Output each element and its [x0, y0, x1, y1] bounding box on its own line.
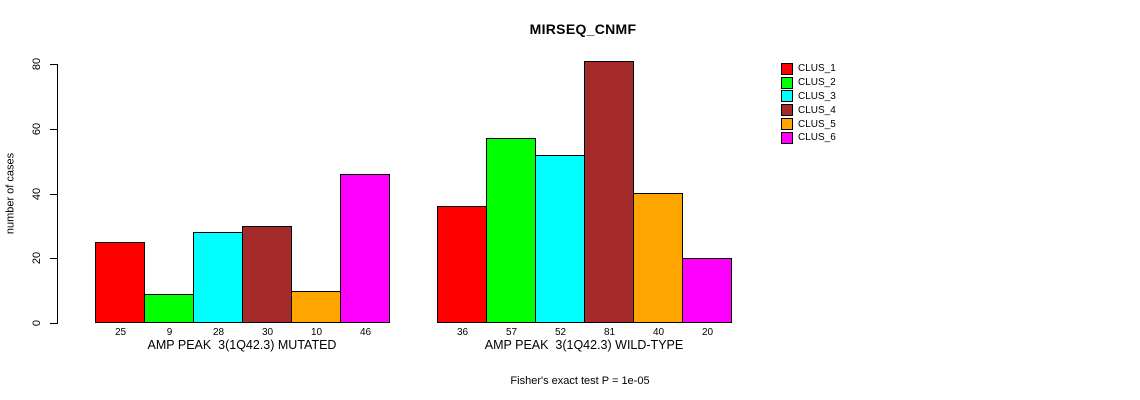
- legend-label-clus_5: CLUS_5: [798, 118, 836, 130]
- legend-swatch-clus_1: [781, 62, 793, 75]
- legend-label-clus_4: CLUS_4: [798, 104, 836, 116]
- legend-item-clus_5: CLUS_5: [781, 117, 836, 131]
- legend-swatch-clus_6: [781, 131, 793, 144]
- legend-item-clus_1: CLUS_1: [781, 62, 836, 76]
- y-tick-label-80: 80: [31, 57, 43, 71]
- y-tick-mark-20: [50, 258, 57, 259]
- y-tick-label-40: 40: [31, 187, 43, 201]
- legend-label-clus_2: CLUS_2: [798, 77, 836, 89]
- legend-label-clus_3: CLUS_3: [798, 90, 836, 102]
- bar-value-label-clus_5-group2: 40: [652, 327, 665, 338]
- legend-swatch-clus_4: [781, 104, 793, 117]
- bar-clus_5-group1: [291, 291, 341, 323]
- bar-value-label-clus_5-group1: 10: [310, 327, 323, 338]
- y-tick-label-0: 0: [31, 319, 43, 327]
- bar-clus_3-group1: [193, 232, 243, 323]
- group-label-1: AMP PEAK 3(1Q42.3) MUTATED: [147, 338, 337, 352]
- y-tick-mark-0: [50, 323, 57, 324]
- bar-value-label-clus_2-group2: 57: [505, 327, 518, 338]
- bar-clus_2-group2: [486, 138, 536, 323]
- footnote-pvalue: Fisher's exact test P = 1e-05: [510, 375, 650, 387]
- legend-swatch-clus_3: [781, 90, 793, 103]
- bar-clus_1-group2: [437, 206, 487, 323]
- bar-clus_4-group2: [584, 61, 634, 323]
- legend-swatch-clus_5: [781, 118, 793, 131]
- bar-clus_1-group1: [95, 242, 145, 323]
- bar-value-label-clus_3-group2: 52: [554, 327, 567, 338]
- y-axis-title: number of cases: [4, 152, 17, 235]
- bar-value-label-clus_1-group2: 36: [456, 327, 469, 338]
- bar-clus_5-group2: [633, 193, 683, 323]
- bar-value-label-clus_1-group1: 25: [114, 327, 127, 338]
- y-axis-line: [57, 64, 58, 324]
- bar-clus_2-group1: [144, 294, 194, 323]
- bar-value-label-clus_6-group1: 46: [359, 327, 372, 338]
- legend-label-clus_1: CLUS_1: [798, 63, 836, 75]
- bar-clus_6-group1: [340, 174, 390, 323]
- bar-clus_6-group2: [682, 258, 732, 323]
- legend: CLUS_1 CLUS_2 CLUS_3 CLUS_4 CLUS_5 CLUS_6: [781, 62, 836, 145]
- y-tick-mark-40: [50, 194, 57, 195]
- legend-item-clus_2: CLUS_2: [781, 76, 836, 90]
- y-tick-mark-60: [50, 129, 57, 130]
- y-tick-label-60: 60: [31, 122, 43, 136]
- legend-item-clus_6: CLUS_6: [781, 131, 836, 145]
- legend-item-clus_4: CLUS_4: [781, 103, 836, 117]
- legend-item-clus_3: CLUS_3: [781, 90, 836, 104]
- bar-value-label-clus_2-group1: 9: [166, 327, 173, 338]
- group-label-2: AMP PEAK 3(1Q42.3) WILD-TYPE: [484, 338, 684, 352]
- legend-swatch-clus_2: [781, 76, 793, 89]
- chart-title: MIRSEQ_CNMF: [529, 21, 637, 37]
- bar-clus_3-group2: [535, 155, 585, 323]
- legend-label-clus_6: CLUS_6: [798, 132, 836, 144]
- y-tick-label-20: 20: [31, 251, 43, 265]
- bar-value-label-clus_4-group1: 30: [261, 327, 274, 338]
- bar-value-label-clus_6-group2: 20: [701, 327, 714, 338]
- bar-value-label-clus_4-group2: 81: [603, 327, 616, 338]
- y-tick-mark-80: [50, 64, 57, 65]
- bar-clus_4-group1: [242, 226, 292, 323]
- bar-value-label-clus_3-group1: 28: [212, 327, 225, 338]
